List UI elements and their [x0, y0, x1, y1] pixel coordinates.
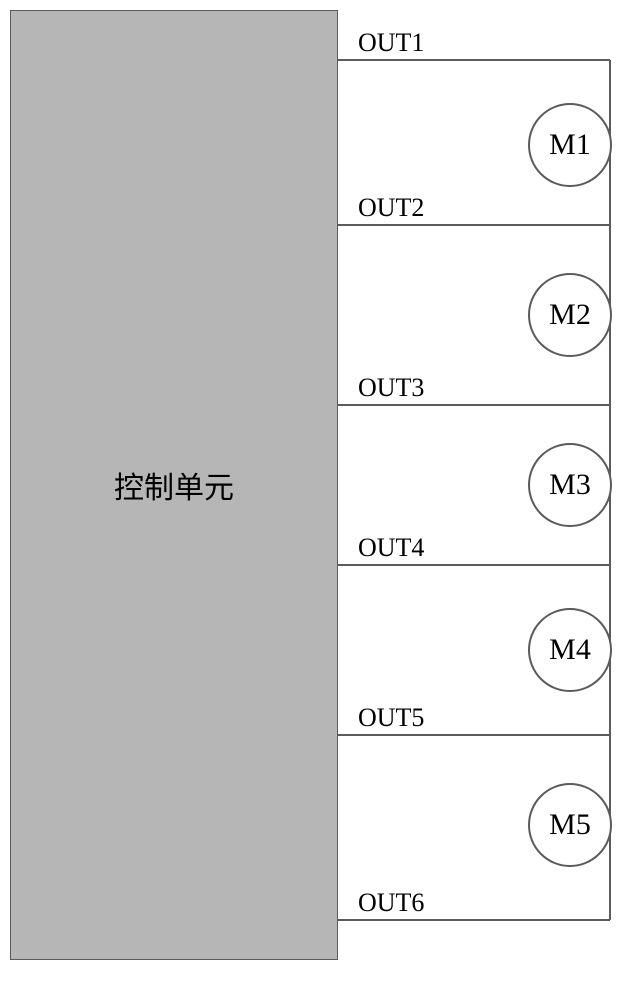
- output-label: OUT4: [358, 533, 424, 563]
- wire-horizontal: [338, 404, 610, 406]
- motor-node: M2: [528, 273, 612, 357]
- motor-node: M1: [528, 103, 612, 187]
- output-label: OUT3: [358, 373, 424, 403]
- wire-horizontal: [338, 734, 610, 736]
- wire-horizontal: [338, 919, 610, 921]
- output-label: OUT1: [358, 28, 424, 58]
- output-label: OUT2: [358, 193, 424, 223]
- motor-label: M4: [549, 633, 591, 667]
- motor-label: M3: [549, 468, 591, 502]
- motor-label: M5: [549, 808, 591, 842]
- output-label: OUT6: [358, 888, 424, 918]
- diagram-canvas: 控制单元 OUT1 OUT2 OUT3 OUT4 OUT5 OUT6 M1 M2 M3 M4 M5: [0, 0, 633, 1000]
- control-unit: 控制单元: [10, 10, 338, 960]
- motor-node: M3: [528, 443, 612, 527]
- motor-label: M1: [549, 128, 591, 162]
- motor-node: M4: [528, 608, 612, 692]
- output-label: OUT5: [358, 703, 424, 733]
- motor-label: M2: [549, 298, 591, 332]
- control-unit-label: 控制单元: [114, 463, 234, 507]
- motor-node: M5: [528, 783, 612, 867]
- wire-horizontal: [338, 564, 610, 566]
- wire-horizontal: [338, 59, 610, 61]
- wire-horizontal: [338, 224, 610, 226]
